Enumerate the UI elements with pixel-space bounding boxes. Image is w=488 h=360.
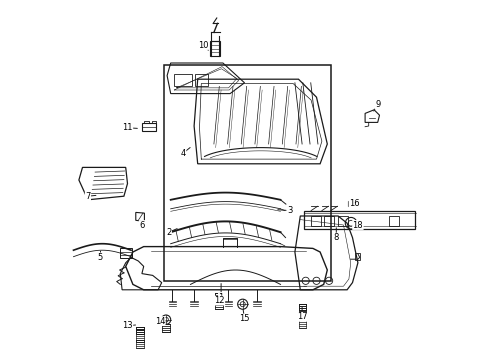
Text: 17: 17	[296, 312, 307, 321]
Text: 9: 9	[374, 100, 380, 109]
Text: 1: 1	[218, 292, 224, 302]
Bar	[174, 74, 191, 86]
Bar	[210, 41, 220, 56]
Text: 5: 5	[98, 253, 103, 262]
Bar	[337, 216, 347, 226]
Bar	[355, 253, 360, 260]
Text: 13: 13	[122, 321, 133, 330]
Bar	[120, 248, 132, 258]
Text: 8: 8	[333, 233, 338, 242]
Bar	[194, 74, 208, 86]
Text: 6: 6	[139, 220, 144, 230]
Bar	[387, 216, 398, 226]
Bar	[310, 216, 321, 226]
Bar	[303, 211, 415, 229]
Text: 7: 7	[85, 192, 90, 201]
Text: 14: 14	[154, 317, 165, 325]
Bar	[323, 216, 333, 226]
Text: 11: 11	[122, 123, 132, 132]
Text: 15: 15	[239, 314, 249, 323]
Text: 16: 16	[348, 199, 359, 208]
Bar	[347, 201, 354, 206]
Text: 2: 2	[166, 228, 171, 237]
Text: 3: 3	[286, 206, 292, 215]
Text: 12: 12	[214, 296, 224, 305]
Text: 10: 10	[198, 40, 208, 49]
Bar	[163, 65, 330, 281]
Text: 4: 4	[180, 149, 185, 158]
Text: 18: 18	[352, 220, 363, 230]
Bar	[142, 123, 156, 131]
